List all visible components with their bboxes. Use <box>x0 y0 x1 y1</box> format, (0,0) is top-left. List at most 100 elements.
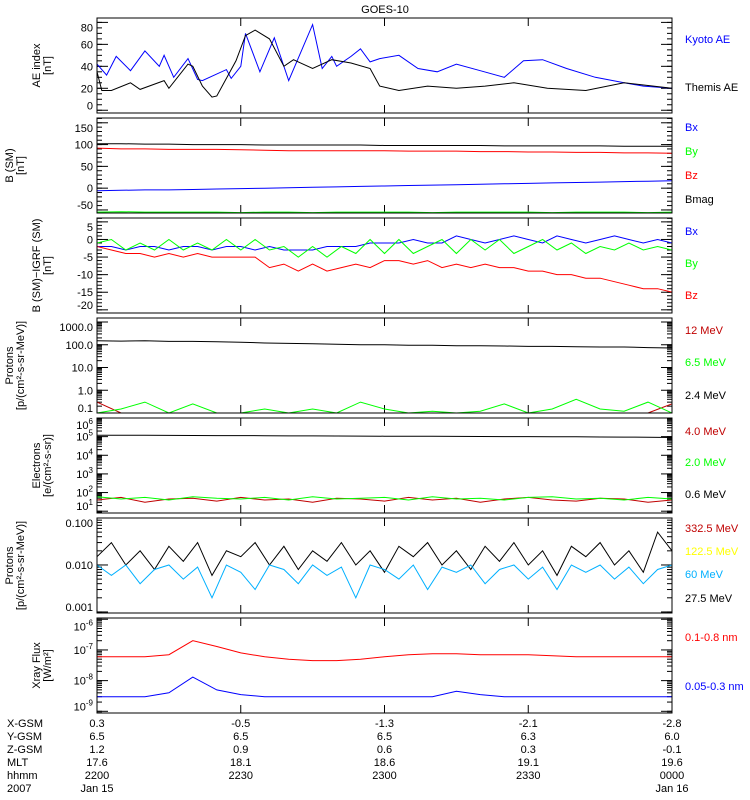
y-tick-label: 50 <box>81 161 93 173</box>
y-tick-label: 1000.0 <box>59 322 93 334</box>
y-tick-label: 5 <box>87 222 93 234</box>
y-tick-label: 102 <box>76 485 93 500</box>
y-axis-label: AE index <box>31 43 43 88</box>
tick-base: 10 <box>74 701 86 713</box>
tick-base: 10 <box>76 488 88 500</box>
ephemeris-row-label: Y-GSM <box>7 731 42 743</box>
ephemeris-value: -0.1 <box>663 744 682 756</box>
tick-exponent: -9 <box>86 698 94 707</box>
ephemeris-value: 2230 <box>229 770 253 782</box>
tick-exponent: 2 <box>89 485 94 494</box>
tick-base: 10 <box>76 450 88 462</box>
ephemeris-value: 2330 <box>516 770 540 782</box>
series-60-mev <box>97 564 672 600</box>
panel-4: 0.1 1.0 10.0 100.0 1000.0 Protons [p/(cm²-s-sr… <box>4 317 727 415</box>
legend-entry: 0.05-0.3 nm <box>685 681 744 693</box>
series-bz <box>97 147 672 154</box>
legend-entry: Bz <box>685 290 698 302</box>
legend-entry: Bz <box>685 170 698 182</box>
ephemeris-value: 0000 <box>660 770 684 782</box>
legend-entry: 332.5 MeV <box>685 523 739 535</box>
panel-frame <box>96 17 673 114</box>
ephemeris-value: -2.1 <box>519 718 538 730</box>
legend-entry: 6.5 MeV <box>685 357 727 369</box>
y-axis-label: [p/(cm²-s-sr-MeV)] <box>15 521 27 610</box>
panel-frame <box>96 317 673 414</box>
series-bx <box>97 235 672 251</box>
y-tick-label: 103 <box>76 466 93 481</box>
ephemeris-value: 0.9 <box>233 744 248 756</box>
tick-exponent: 6 <box>89 417 94 426</box>
y-tick-label: 10-8 <box>74 673 94 688</box>
y-tick-label: -20 <box>77 300 93 312</box>
y-tick-label: 0 <box>87 183 93 195</box>
y-tick-label: 60 <box>81 39 93 51</box>
y-axis-label: [W/m²] <box>42 649 54 681</box>
legend-entry: Kyoto AE <box>685 34 730 46</box>
y-axis-label: [nT] <box>15 156 27 175</box>
y-tick-label: -50 <box>77 200 93 212</box>
legend-entry: 27.5 MeV <box>685 593 733 605</box>
y-tick-label: 10-7 <box>74 642 94 657</box>
legend-entry: By <box>685 146 698 158</box>
series-27-5-mev <box>97 531 672 577</box>
y-tick-label: 10-6 <box>74 618 94 633</box>
legend-entry: Bx <box>685 226 698 238</box>
legend-entry: 2.4 MeV <box>685 390 727 402</box>
ephemeris-row-label: MLT <box>7 757 28 769</box>
y-tick-label: 100 <box>75 140 93 152</box>
y-axis-label: B (SM) <box>4 148 16 182</box>
tick-base: 10 <box>76 432 88 444</box>
legend-entry: 122.5 MeV <box>685 546 739 558</box>
panel-3: -20-15 -10 -5 05 B (SM)−IGRF (SM) [nT] Bx By Bz <box>31 217 698 314</box>
y-axis-label: Xray Flux <box>31 642 43 689</box>
legend-entry: 0.1-0.8 nm <box>685 632 738 644</box>
plot-title: GOES-10 <box>361 4 409 16</box>
tick-base: 10 <box>76 469 88 481</box>
y-tick-label: 40 <box>81 61 93 73</box>
ephemeris-value: Jan 16 <box>655 783 688 795</box>
series-4-0-mev <box>97 496 672 503</box>
ephemeris-value: 17.6 <box>86 757 107 769</box>
y-tick-label: -10 <box>77 270 93 282</box>
ephemeris-value: 2200 <box>85 770 109 782</box>
ephemeris-value: 6.5 <box>233 731 248 743</box>
y-tick-label: 0.010 <box>65 560 93 572</box>
y-tick-label: 106 <box>76 417 93 432</box>
y-axis-label: B (SM)−IGRF (SM) <box>31 219 43 313</box>
tick-base: 10 <box>74 645 86 657</box>
y-axis-label: Protons <box>4 346 16 384</box>
y-tick-label: 20 <box>81 83 93 95</box>
panel-2: -50 0 50 100 150 B (SM) [nT] Bx By Bz Bmag <box>4 117 714 214</box>
tick-exponent: 1 <box>89 498 94 507</box>
ephemeris-row-label: hhmm <box>7 770 38 782</box>
panel-frame <box>96 517 673 614</box>
tick-base: 10 <box>74 676 86 688</box>
y-tick-label: -15 <box>77 287 93 299</box>
series-0-05-0-3-nm <box>97 676 672 698</box>
ephemeris-value: 19.6 <box>661 757 682 769</box>
ephemeris-value: 6.5 <box>89 731 104 743</box>
legend-entry: Themis AE <box>685 82 738 94</box>
panel-frame <box>96 217 673 314</box>
ephemeris-value: 0.3 <box>521 744 536 756</box>
ephemeris-value: 0.6 <box>377 744 392 756</box>
y-axis-label: Protons <box>4 546 16 584</box>
ephemeris-value: Jan 15 <box>80 783 113 795</box>
y-tick-label: 0.001 <box>65 602 93 614</box>
ephemeris-value: -1.3 <box>375 718 394 730</box>
y-tick-label: 80 <box>81 22 93 34</box>
y-tick-label: 0 <box>87 234 93 246</box>
y-tick-label: 100.0 <box>65 340 93 352</box>
y-tick-label: 0.1 <box>78 403 93 415</box>
ephemeris-value: -2.8 <box>663 718 682 730</box>
legend-entry: 4.0 MeV <box>685 426 727 438</box>
y-axis-label: Electrons <box>31 442 43 488</box>
legend-entry: 12 MeV <box>685 325 724 337</box>
y-tick-label: 0 <box>87 100 93 112</box>
ephemeris-value: 2300 <box>372 770 396 782</box>
tick-exponent: -8 <box>86 673 94 682</box>
